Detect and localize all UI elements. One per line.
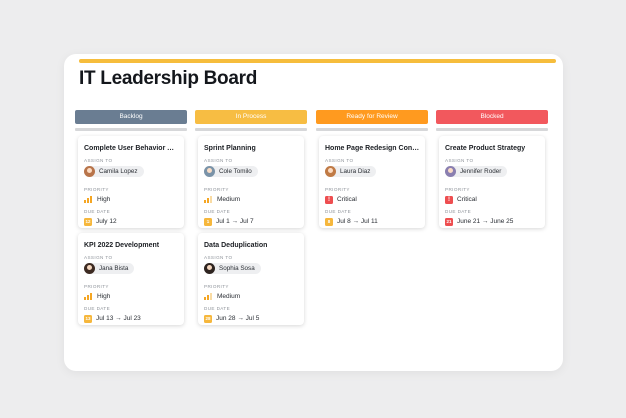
assignee-chip[interactable]: Cole Tomilo (204, 166, 258, 177)
due-date-value: Jun 28 → Jul 5 (216, 315, 260, 322)
priority-bars-icon (84, 293, 93, 300)
column-divider (436, 128, 548, 131)
avatar (84, 166, 95, 177)
priority-bars-icon (204, 196, 213, 203)
board-panel: IT Leadership Board Backlog Complete User… (64, 54, 563, 371)
due-date-label: DUE DATE (445, 209, 472, 214)
priority-row[interactable]: ! Critical (445, 195, 540, 204)
priority-row[interactable]: ! Critical (325, 195, 420, 204)
priority-label: PRIORITY (84, 284, 109, 289)
column-header[interactable]: Backlog (75, 110, 187, 124)
due-date-label: DUE DATE (84, 306, 111, 311)
column-in-process: In Process Sprint Planning ASSIGN TO Cole T… (195, 110, 307, 325)
due-date-label: DUE DATE (325, 209, 352, 214)
card-title[interactable]: Sprint Planning (204, 145, 256, 152)
avatar (445, 166, 456, 177)
due-date-label: DUE DATE (204, 209, 231, 214)
assignee-chip[interactable]: Jana Bista (84, 263, 135, 274)
card-title[interactable]: KPI 2022 Development (84, 242, 160, 249)
priority-value: High (97, 293, 111, 300)
due-date-value: June 21 → June 25 (457, 218, 514, 225)
due-date-value: Jul 8 → Jul 11 (337, 218, 378, 225)
calendar-icon: 12 (84, 217, 92, 226)
column-divider (75, 128, 187, 131)
task-card[interactable]: Sprint Planning ASSIGN TO Cole Tomilo PRIOR… (198, 136, 304, 228)
due-date-value: Jul 1 → Jul 7 (216, 218, 254, 225)
card-title[interactable]: Complete User Behavior An... (84, 145, 179, 152)
column-divider (195, 128, 307, 131)
due-date-row[interactable]: 21 June 21 → June 25 (445, 217, 540, 226)
column-header[interactable]: Blocked (436, 110, 548, 124)
task-card[interactable]: Data Deduplication ASSIGN TO Sophia Sosa PR… (198, 233, 304, 325)
assign-to-label: ASSIGN TO (445, 158, 474, 163)
column-ready-for-review: Ready for Review Home Page Redesign Conce… (316, 110, 428, 228)
card-title[interactable]: Home Page Redesign Conce... (325, 145, 420, 152)
due-date-row[interactable]: 13 Jul 13 → Jul 23 (84, 314, 179, 323)
priority-row[interactable]: Medium (204, 292, 299, 301)
column-blocked: Blocked Create Product Strategy ASSIGN TO J… (436, 110, 548, 228)
avatar (204, 263, 215, 274)
assign-to-label: ASSIGN TO (204, 158, 233, 163)
priority-label: PRIORITY (445, 187, 470, 192)
assignee-chip[interactable]: Jennifer Roder (445, 166, 508, 177)
priority-label: PRIORITY (84, 187, 109, 192)
assignee-chip[interactable]: Laura Diaz (325, 166, 377, 177)
assignee-chip[interactable]: Camila Lopez (84, 166, 144, 177)
priority-bars-icon (84, 196, 93, 203)
assign-to-label: ASSIGN TO (204, 255, 233, 260)
board-accent-bar (79, 59, 556, 63)
priority-value: Medium (217, 293, 241, 300)
priority-value: Critical (457, 196, 477, 203)
priority-value: Critical (337, 196, 357, 203)
avatar (84, 263, 95, 274)
assign-to-label: ASSIGN TO (325, 158, 354, 163)
column-divider (316, 128, 428, 131)
due-date-row[interactable]: 1 Jul 1 → Jul 7 (204, 217, 299, 226)
column-backlog: Backlog Complete User Behavior An... ASSIG… (75, 110, 187, 325)
assignee-name: Sophia Sosa (219, 265, 255, 272)
task-card[interactable]: KPI 2022 Development ASSIGN TO Jana Bista P… (78, 233, 184, 325)
column-header[interactable]: In Process (195, 110, 307, 124)
task-card[interactable]: Create Product Strategy ASSIGN TO Jennifer… (439, 136, 545, 228)
card-title[interactable]: Data Deduplication (204, 242, 268, 249)
calendar-icon: 1 (204, 217, 212, 226)
due-date-label: DUE DATE (204, 306, 231, 311)
due-date-row[interactable]: 8 Jul 8 → Jul 11 (325, 217, 420, 226)
card-title[interactable]: Create Product Strategy (445, 145, 526, 152)
due-date-row[interactable]: 12 July 12 (84, 217, 179, 226)
task-card[interactable]: Home Page Redesign Conce... ASSIGN TO Laur… (319, 136, 425, 228)
priority-row[interactable]: High (84, 195, 179, 204)
page-title: IT Leadership Board (79, 68, 258, 89)
assignee-name: Jana Bista (99, 265, 129, 272)
calendar-icon: 8 (325, 217, 333, 226)
critical-priority-icon: ! (325, 195, 333, 204)
avatar (325, 166, 336, 177)
column-header[interactable]: Ready for Review (316, 110, 428, 124)
priority-label: PRIORITY (204, 284, 229, 289)
assignee-name: Camila Lopez (99, 168, 138, 175)
priority-row[interactable]: High (84, 292, 179, 301)
critical-priority-icon: ! (445, 195, 453, 204)
priority-value: Medium (217, 196, 241, 203)
assignee-chip[interactable]: Sophia Sosa (204, 263, 261, 274)
avatar (204, 166, 215, 177)
assignee-name: Jennifer Roder (460, 168, 502, 175)
task-card[interactable]: Complete User Behavior An... ASSIGN TO Cam… (78, 136, 184, 228)
priority-label: PRIORITY (325, 187, 350, 192)
assignee-name: Laura Diaz (340, 168, 371, 175)
priority-label: PRIORITY (204, 187, 229, 192)
assign-to-label: ASSIGN TO (84, 255, 113, 260)
priority-value: High (97, 196, 111, 203)
calendar-icon: 28 (204, 314, 212, 323)
assignee-name: Cole Tomilo (219, 168, 252, 175)
due-date-label: DUE DATE (84, 209, 111, 214)
assign-to-label: ASSIGN TO (84, 158, 113, 163)
due-date-value: July 12 (96, 218, 117, 225)
priority-bars-icon (204, 293, 213, 300)
calendar-icon: 21 (445, 217, 453, 226)
due-date-row[interactable]: 28 Jun 28 → Jul 5 (204, 314, 299, 323)
priority-row[interactable]: Medium (204, 195, 299, 204)
calendar-icon: 13 (84, 314, 92, 323)
due-date-value: Jul 13 → Jul 23 (96, 315, 141, 322)
